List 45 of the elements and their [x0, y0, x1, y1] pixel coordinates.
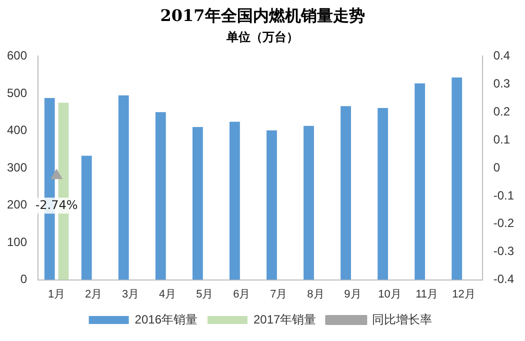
bar [192, 127, 203, 280]
y2-tick-label: -0.3 [493, 244, 514, 258]
chart-title: 2017年全国内燃机销量走势 [159, 6, 366, 27]
x-tick-label: 7月 [270, 288, 288, 300]
x-tick-label: 6月 [233, 288, 250, 300]
x-tick-label: 2月 [84, 288, 102, 300]
x-tick-label: 9月 [344, 288, 362, 300]
legend-label: 2016年销量 [134, 312, 198, 326]
legend-label: 同比增长率 [372, 312, 432, 326]
x-tick-label: 4月 [159, 288, 176, 300]
bar [304, 126, 314, 280]
y-tick-label: 400 [6, 123, 28, 138]
bar [230, 122, 240, 280]
y2-tick-label: 0.1 [493, 132, 510, 146]
data-label: -2.74% [35, 198, 78, 212]
y2-tick-label: 0.2 [493, 104, 510, 118]
y-tick-label: 100 [6, 234, 28, 249]
y2-tick-label: 0 [493, 160, 500, 174]
bar [81, 156, 92, 280]
y2-tick-label: 0.3 [493, 76, 510, 90]
y-tick-label: 300 [6, 160, 28, 174]
x-tick-label: 11月 [416, 288, 438, 300]
chart-subtitle: 单位（万台） [226, 29, 300, 46]
x-tick-label: 10月 [378, 288, 402, 300]
y-tick-label: 600 [6, 48, 28, 63]
y2-tick-label: 0.4 [493, 48, 510, 63]
x-tick-label: 5月 [196, 288, 214, 300]
y-tick-label: 0 [20, 272, 28, 286]
x-tick-label: 12月 [452, 288, 476, 300]
y2-tick-label: -0.1 [493, 188, 514, 202]
x-tick-label: 8月 [307, 288, 324, 300]
bar [118, 95, 129, 280]
bar [414, 83, 426, 280]
x-tick-label: 1月 [48, 288, 66, 300]
legend-label: 2017年销量 [254, 312, 316, 326]
bar [155, 112, 166, 280]
y-tick-label: 500 [6, 86, 28, 100]
bar [452, 77, 462, 280]
bar [378, 108, 388, 280]
bar [266, 130, 277, 280]
y-tick-label: 200 [6, 198, 28, 212]
y2-tick-label: -0.4 [493, 272, 514, 286]
x-tick-label: 3月 [122, 288, 140, 300]
bar [340, 106, 351, 280]
y2-tick-label: -0.2 [493, 216, 514, 230]
